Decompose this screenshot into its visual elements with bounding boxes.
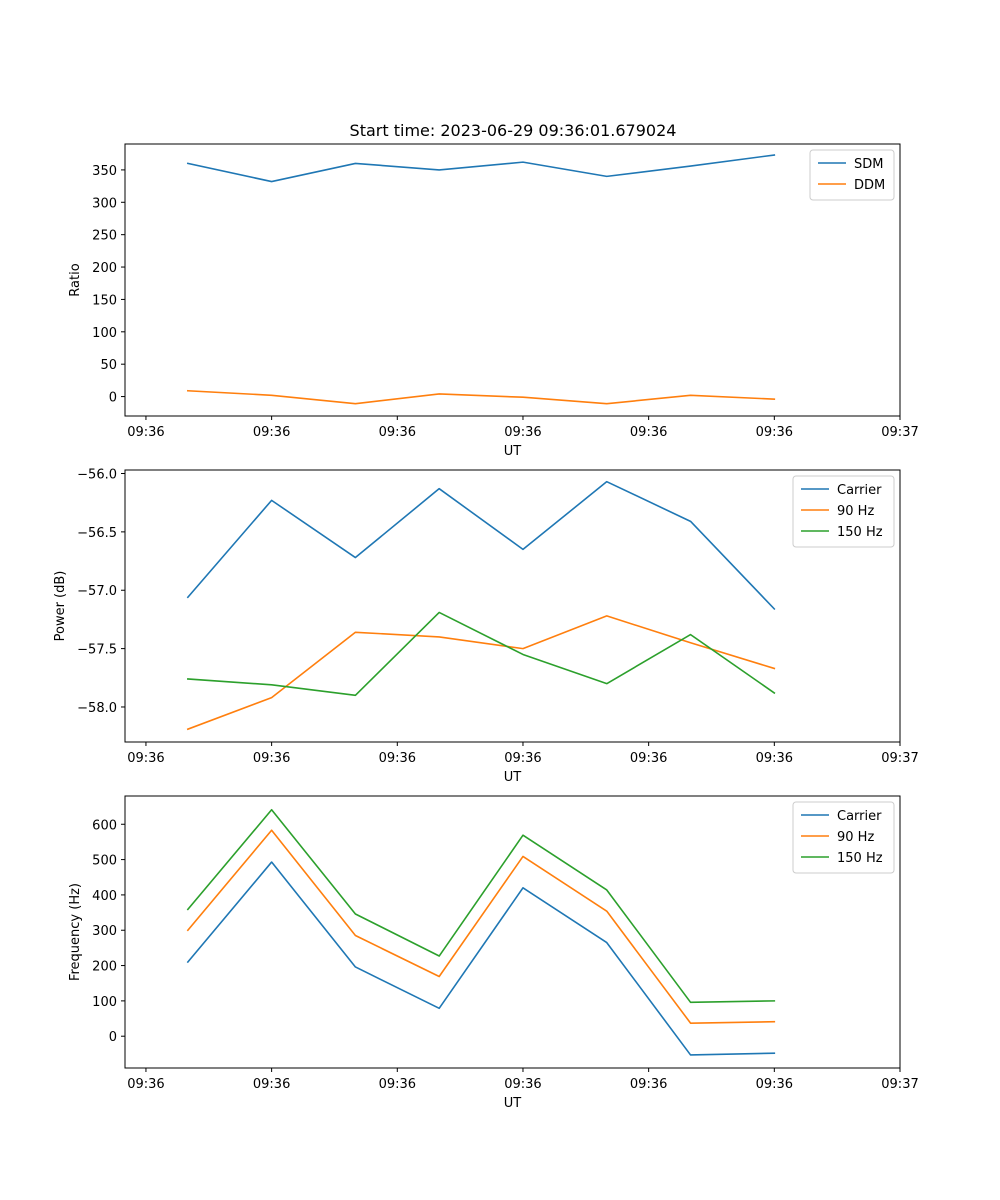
series-line-ddm [186, 389, 776, 405]
series-line-sdm [186, 154, 776, 183]
y-tick-label: 200 [92, 960, 117, 975]
series-line-carrier [186, 480, 776, 611]
y-axis-label: Power (dB) [53, 571, 68, 642]
legend-label: 150 Hz [837, 851, 883, 866]
y-tick-label: 150 [92, 293, 117, 308]
legend-label: 150 Hz [837, 525, 883, 540]
x-tick-label: 09:36 [379, 751, 416, 766]
chart-panel-2: −58.0 −57.5 −57.0 −56.5 −56.0 09:36 09:36 09:36… [53, 468, 919, 785]
series-line-carrier [186, 861, 776, 1056]
x-tick-label: 09:36 [630, 425, 667, 440]
y-tick-label: −58.0 [77, 701, 117, 716]
y-tick-label: 100 [92, 995, 117, 1010]
x-tick-label: 09:37 [881, 1077, 918, 1092]
legend-label: Carrier [837, 483, 882, 498]
y-tick-label: 0 [109, 391, 117, 406]
legend: Carrier 90 Hz 150 Hz [792, 801, 895, 874]
x-tick-label: 09:36 [127, 425, 164, 440]
y-tick-label: −56.0 [77, 468, 117, 483]
x-tick-label: 09:36 [504, 751, 541, 766]
x-tick-label: 09:36 [756, 751, 793, 766]
legend-box [792, 475, 895, 548]
x-tick-label: 09:36 [504, 1077, 541, 1092]
x-tick-label: 09:37 [881, 751, 918, 766]
figure-title: Start time: 2023-06-29 09:36:01.679024 [350, 121, 677, 140]
y-tick-label: −57.0 [77, 584, 117, 599]
axes-frame [124, 143, 901, 417]
y-tick-label: 500 [92, 854, 117, 869]
chart-panel-1: 0 50 100 150 200 250 300 350 09:36 09:36 09:36 09:3… [68, 143, 919, 459]
y-tick-label: 100 [92, 326, 117, 341]
series-line-150-hz [186, 611, 776, 697]
x-tick-label: 09:36 [253, 751, 290, 766]
y-tick-label: 250 [92, 229, 117, 244]
x-tick-label: 09:36 [253, 425, 290, 440]
legend-label: 90 Hz [837, 830, 874, 845]
x-tick-label: 09:36 [504, 425, 541, 440]
legend: SDM DDM [809, 149, 895, 201]
y-tick-label: 200 [92, 261, 117, 276]
x-tick-label: 09:36 [379, 1077, 416, 1092]
axes-frame [124, 469, 901, 743]
y-tick-label: 300 [92, 196, 117, 211]
y-tick-label: 50 [100, 358, 117, 373]
y-tick-label: −57.5 [77, 643, 117, 658]
x-tick-label: 09:36 [756, 425, 793, 440]
x-tick-label: 09:36 [127, 751, 164, 766]
y-tick-label: 350 [92, 164, 117, 179]
x-tick-label: 09:36 [253, 1077, 290, 1092]
legend: Carrier 90 Hz 150 Hz [792, 475, 895, 548]
y-axis-label: Frequency (Hz) [68, 883, 83, 981]
chart-panels: 0 50 100 150 200 250 300 350 09:36 09:36 09:36 09:3… [53, 143, 919, 1111]
legend-label: Carrier [837, 809, 882, 824]
x-tick-label: 09:36 [127, 1077, 164, 1092]
x-tick-label: 09:36 [379, 425, 416, 440]
y-tick-label: 400 [92, 889, 117, 904]
x-tick-label: 09:36 [630, 1077, 667, 1092]
x-axis-label: UT [504, 1096, 522, 1111]
x-axis-label: UT [504, 444, 522, 459]
y-tick-label: 300 [92, 924, 117, 939]
series-line-90-hz [186, 829, 776, 1024]
x-tick-label: 09:36 [630, 751, 667, 766]
chart-panel-3: 0 100 200 300 400 500 600 09:36 09:36 09:36 09:36 0… [68, 795, 919, 1111]
y-tick-label: 600 [92, 818, 117, 833]
x-tick-label: 09:36 [756, 1077, 793, 1092]
x-tick-label: 09:37 [881, 425, 918, 440]
series-line-150-hz [186, 808, 776, 1004]
y-axis-label: Ratio [68, 263, 83, 296]
x-axis-label: UT [504, 770, 522, 785]
legend-label: DDM [854, 178, 885, 193]
legend-box [792, 801, 895, 874]
legend-label: 90 Hz [837, 504, 874, 519]
legend-label: SDM [854, 157, 883, 172]
axes-frame [124, 795, 901, 1069]
y-tick-label: −56.5 [77, 526, 117, 541]
y-tick-label: 0 [109, 1030, 117, 1045]
